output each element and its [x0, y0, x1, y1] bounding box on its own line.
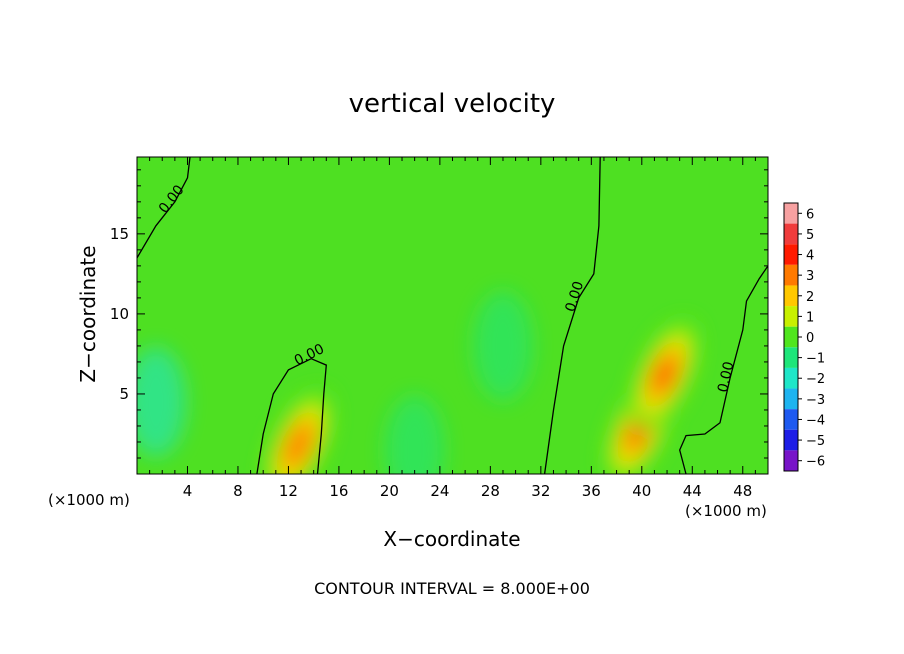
updraft-blob: [657, 363, 672, 386]
colorbar-swatch: [784, 223, 798, 245]
zero-contours: 0.000.000.000.00: [137, 157, 768, 474]
x-unit-right: (×1000 m): [685, 502, 767, 520]
y-axis-title: Z−coordinate: [76, 245, 100, 382]
colorbar-frame: [783, 202, 799, 472]
contour-line: [256, 357, 327, 474]
heatmap-field: [137, 157, 768, 474]
colorbar-label: −1: [806, 352, 825, 367]
colorbar-label: 5: [806, 228, 814, 243]
x-tick-label: 20: [380, 482, 399, 500]
contour-line: [679, 265, 768, 474]
x-tick-label: 28: [481, 482, 500, 500]
colorbar-swatch: [784, 388, 798, 410]
colorbar-swatch: [784, 450, 798, 471]
updraft-blob: [284, 422, 313, 468]
chart-title: vertical velocity: [349, 89, 556, 119]
colorbar-swatch: [784, 244, 798, 265]
colorbar-swatch: [784, 285, 798, 307]
x-tick-label: 16: [329, 482, 348, 500]
colorbar-label: −6: [806, 455, 825, 470]
x-tick-label: 12: [279, 482, 298, 500]
field-background: [137, 157, 768, 474]
colorbar-swatch: [784, 203, 798, 224]
colorbar: 6 5 4 3 2 1 0 −1 −2 −3 −4 −5 −6: [783, 202, 825, 472]
contour-line: [543, 157, 601, 474]
colorbar-swatch: [784, 347, 798, 368]
y-tick-label: 15: [110, 225, 129, 243]
x-tick-label: 32: [531, 482, 550, 500]
colorbar-label: −3: [806, 393, 825, 408]
x-tick-label: 24: [430, 482, 449, 500]
colorbar-label: 6: [806, 207, 814, 222]
x-tick-label: 36: [582, 482, 601, 500]
downdraft-blob: [137, 346, 186, 457]
colorbar-swatch: [784, 429, 798, 451]
colorbar-label: −5: [806, 434, 825, 449]
colorbar-label: 3: [806, 269, 814, 284]
colorbar-label: −4: [806, 413, 825, 428]
x-axis-title: X−coordinate: [383, 527, 520, 551]
x-tick-label: 44: [683, 482, 702, 500]
colorbar-label: 0: [806, 331, 814, 346]
downdraft-blob: [472, 290, 533, 401]
downdraft-blob: [384, 395, 445, 474]
contour-label: 0.00: [715, 360, 737, 394]
colorbar-label: −2: [806, 372, 825, 387]
x-unit-left: (×1000 m): [48, 491, 130, 509]
colorbar-label: 2: [806, 290, 814, 305]
field-features: [137, 290, 700, 474]
colorbar-swatch: [784, 264, 798, 286]
contour-line: [137, 157, 191, 259]
colorbar-swatch: [784, 326, 798, 348]
x-tick-label: 4: [183, 482, 193, 500]
x-tick-label: 40: [632, 482, 651, 500]
colorbar-swatch: [784, 306, 798, 327]
colorbar-swatch: [784, 409, 798, 430]
y-tick-label: 10: [110, 305, 129, 323]
y-tick-label: 5: [119, 385, 129, 403]
colorbar-label: 4: [806, 249, 814, 264]
colorbar-label: 1: [806, 310, 814, 325]
x-tick-label: 8: [233, 482, 243, 500]
colorbar-swatch: [784, 367, 798, 389]
contour-interval-note: CONTOUR INTERVAL = 8.000E+00: [314, 579, 590, 598]
x-tick-label: 48: [733, 482, 752, 500]
